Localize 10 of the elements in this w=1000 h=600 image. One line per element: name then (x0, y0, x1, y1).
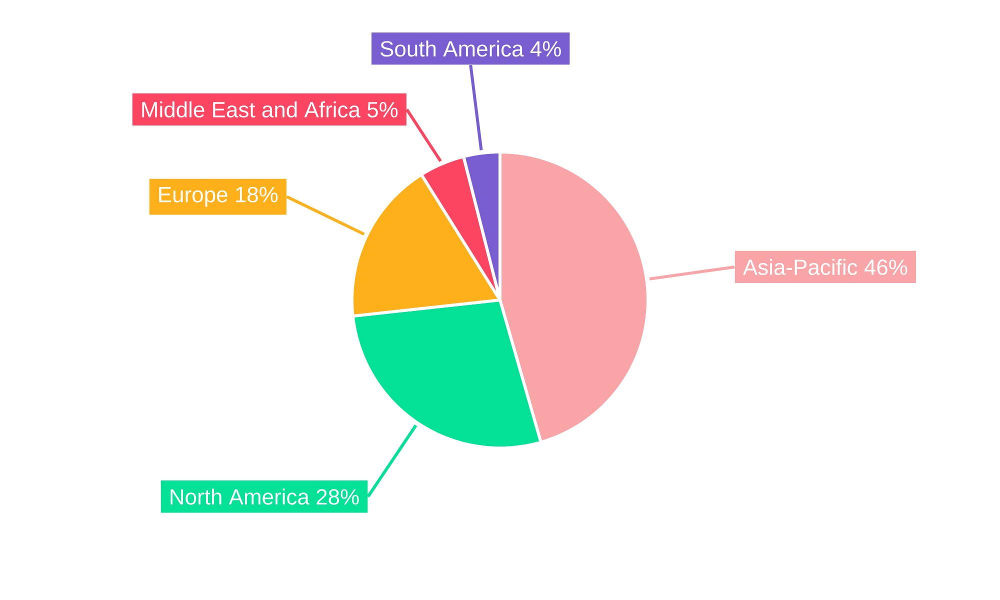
slice-label: Europe (159, 187, 228, 207)
data-label: 5% (368, 102, 398, 118)
data-label: 46% (864, 259, 908, 276)
data-label: 4% (530, 41, 561, 57)
slice-label: South America (380, 40, 524, 57)
slice-label: Middle East and Africa (142, 101, 360, 118)
slice-label: North America (170, 488, 310, 505)
data-label: 18% (236, 186, 278, 202)
slice-label: Asia-Pacific (742, 258, 858, 276)
data-label: 28% (316, 489, 359, 505)
